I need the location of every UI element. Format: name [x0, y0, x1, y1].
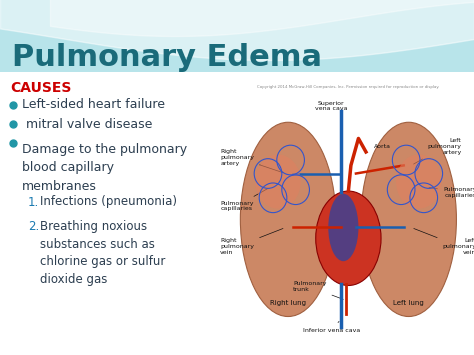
Ellipse shape [396, 155, 441, 209]
Ellipse shape [328, 194, 358, 261]
Text: Damage to the pulmonary
blood capillary
membranes: Damage to the pulmonary blood capillary … [22, 143, 187, 193]
Ellipse shape [255, 155, 301, 209]
Text: 2.: 2. [28, 220, 39, 233]
Text: mitral valve disease: mitral valve disease [22, 118, 152, 131]
Text: Copyright 2014 McGraw-Hill Companies, Inc. Permission required for reproduction : Copyright 2014 McGraw-Hill Companies, In… [257, 85, 439, 89]
Text: Right
pulmonary
vein: Right pulmonary vein [220, 229, 283, 255]
Text: CAUSES: CAUSES [10, 81, 72, 95]
Text: Superior
vena cava: Superior vena cava [315, 101, 347, 111]
Ellipse shape [316, 191, 381, 285]
Text: Pulmonary Edema: Pulmonary Edema [12, 43, 322, 71]
Text: Pulmonary
capillaries: Pulmonary capillaries [220, 189, 268, 211]
Text: Right lung: Right lung [270, 300, 306, 306]
Text: Pulmonary
trunk: Pulmonary trunk [293, 282, 343, 299]
Text: 1.: 1. [28, 196, 39, 208]
Text: Left-sided heart failure: Left-sided heart failure [22, 98, 165, 111]
Ellipse shape [240, 122, 336, 317]
Ellipse shape [361, 122, 456, 317]
Text: Aorta: Aorta [374, 144, 391, 149]
Text: Right
pulmonary
artery: Right pulmonary artery [220, 149, 283, 173]
Text: Left
pulmonary
artery: Left pulmonary artery [414, 138, 461, 164]
Text: Breathing noxious
substances such as
chlorine gas or sulfur
dioxide gas: Breathing noxious substances such as chl… [40, 220, 165, 285]
Text: Pulmonary
capillaries: Pulmonary capillaries [429, 187, 474, 198]
Text: Left lung: Left lung [393, 300, 424, 306]
FancyBboxPatch shape [0, 72, 474, 355]
Text: Left
pulmonary
vein: Left pulmonary vein [414, 229, 474, 255]
FancyBboxPatch shape [0, 0, 474, 72]
Text: Infections (pneumonia): Infections (pneumonia) [40, 196, 177, 208]
Text: Inferior vena cava: Inferior vena cava [303, 321, 360, 333]
